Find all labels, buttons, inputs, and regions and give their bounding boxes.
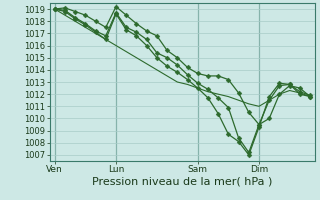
X-axis label: Pression niveau de la mer( hPa ): Pression niveau de la mer( hPa ) [92,177,273,187]
